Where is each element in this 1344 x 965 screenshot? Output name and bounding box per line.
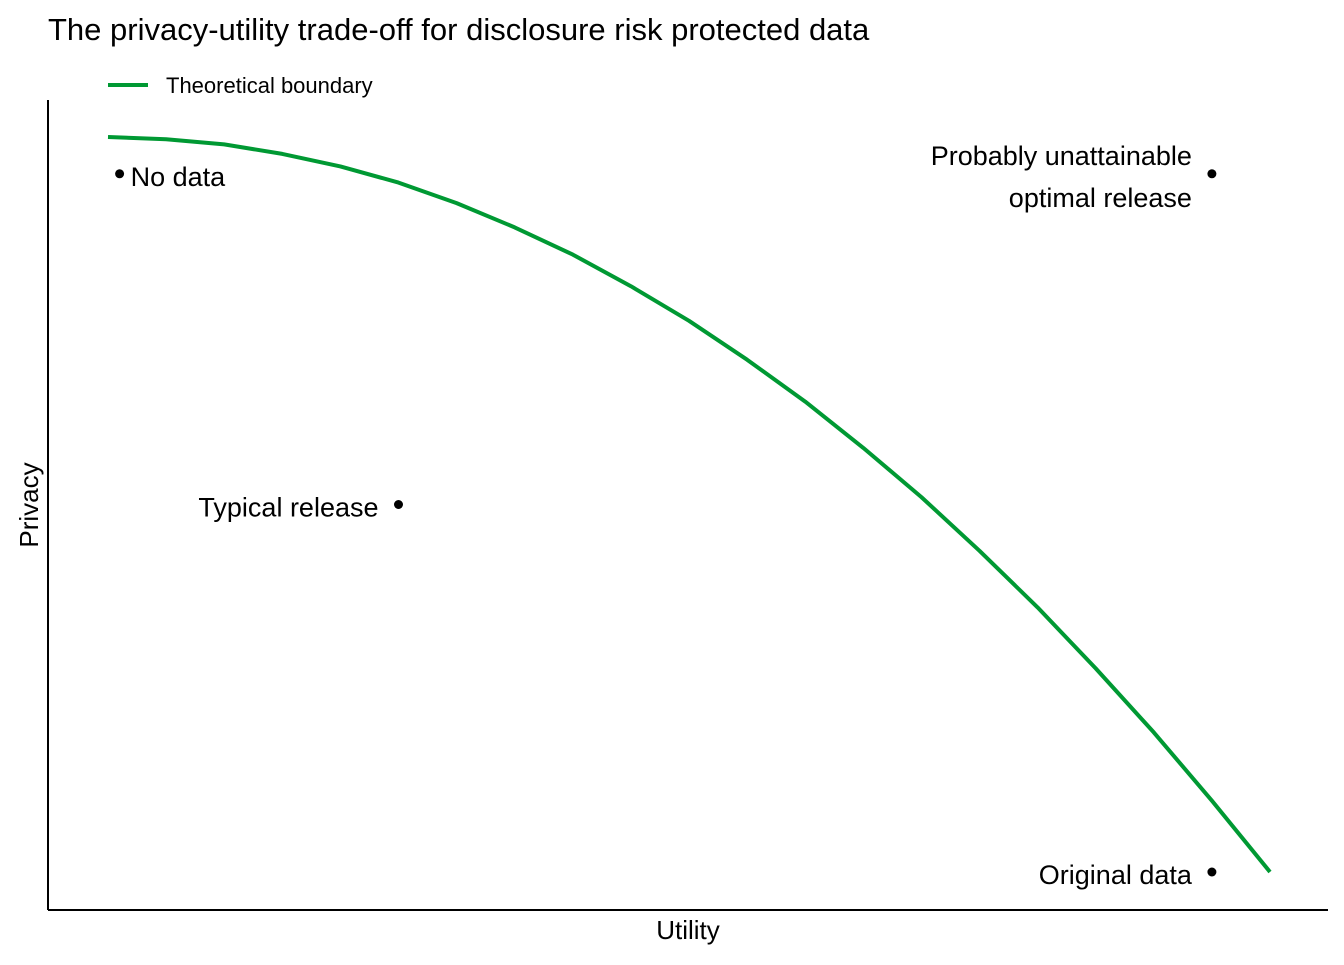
point-label: Typical release: [198, 493, 378, 523]
series-layer: [107, 135, 1272, 874]
point-marker: [1207, 169, 1217, 179]
legend-label-theoretical-boundary: Theoretical boundary: [166, 73, 373, 98]
series-line-theoretical-boundary: [107, 135, 1272, 874]
chart-title: The privacy-utility trade-off for disclo…: [48, 12, 870, 47]
point-label: Probably unattainable optimal release: [931, 141, 1192, 213]
y-axis-label: Privacy: [14, 462, 44, 547]
point-label: Original data: [1039, 860, 1193, 890]
point-marker: [394, 500, 403, 509]
legend: Theoretical boundary: [108, 73, 373, 98]
point-marker: [1207, 867, 1217, 877]
data-point-original-data: Original data: [1039, 860, 1217, 890]
data-point-probably-unattainable-optimal-release: Probably unattainable optimal release: [931, 141, 1217, 213]
x-axis-label: Utility: [656, 915, 720, 945]
point-marker: [115, 169, 125, 179]
points-layer: No data Probably unattainable optimal rele…: [115, 141, 1217, 890]
data-point-typical-release: Typical release: [198, 493, 403, 523]
data-point-no-data: No data: [115, 162, 226, 192]
plot-axes: [47, 100, 1328, 911]
point-label: No data: [131, 162, 227, 192]
